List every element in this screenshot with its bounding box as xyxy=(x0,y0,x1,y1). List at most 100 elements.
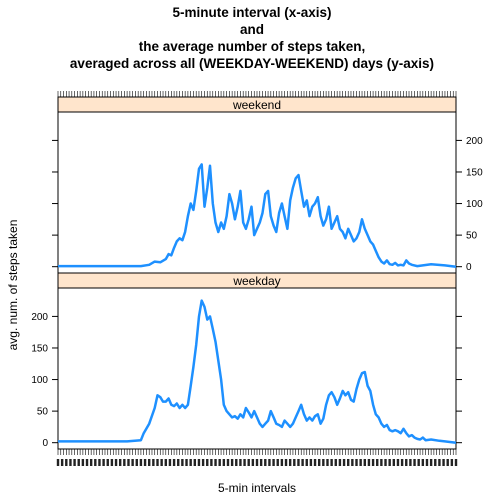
x-tick-label xyxy=(380,459,383,466)
x-tick-label xyxy=(305,459,308,466)
x-tick-label xyxy=(160,459,163,466)
weekday-y-axis: 0 50 100 150 200 xyxy=(31,312,462,449)
x-tick-label xyxy=(425,459,429,466)
x-tick-label xyxy=(351,459,354,466)
x-tick-label xyxy=(313,459,317,466)
x-tick-label xyxy=(293,459,296,466)
x-tick-label xyxy=(334,459,337,466)
y-tick-label: 100 xyxy=(31,375,48,386)
x-tick-label xyxy=(189,459,192,466)
chart-title: 5-minute interval (x-axis) and the avera… xyxy=(70,5,434,71)
title-line-3: the average number of steps taken, xyxy=(139,39,366,54)
strip-label-weekend: weekend xyxy=(232,98,281,112)
x-tick-label xyxy=(102,459,105,466)
x-tick-label xyxy=(65,459,68,466)
x-tick-label xyxy=(201,459,205,466)
x-tick-label xyxy=(94,459,97,466)
y-tick-label: 200 xyxy=(466,136,483,147)
y-tick-label: 150 xyxy=(31,343,48,354)
weekend-y-axis: 0 50 100 150 200 xyxy=(52,136,483,273)
x-tick-label xyxy=(118,459,122,466)
x-tick-label xyxy=(268,459,271,466)
x-tick-label xyxy=(239,459,242,466)
x-tick-label xyxy=(197,459,201,466)
x-tick-label xyxy=(181,459,184,466)
x-tick-label xyxy=(114,459,118,466)
x-tick-label xyxy=(210,459,213,466)
x-tick-label xyxy=(276,459,279,466)
y-tick-label: 100 xyxy=(466,199,483,210)
x-tick-label xyxy=(131,459,134,466)
plot-area-weekend xyxy=(57,111,457,274)
weekend-series-group xyxy=(58,163,457,268)
title-line-4: averaged across all (WEEKDAY-WEEKEND) da… xyxy=(70,56,434,71)
x-tick-label xyxy=(322,459,325,466)
series-line-weekday xyxy=(58,299,457,444)
x-tick-label xyxy=(301,459,304,466)
x-tick-label xyxy=(98,459,101,466)
x-tick-label xyxy=(264,459,267,466)
x-tick-label xyxy=(222,459,226,466)
x-tick-label xyxy=(347,459,350,466)
x-tick-label xyxy=(172,459,176,466)
x-tick-label xyxy=(156,459,159,466)
x-tick-label xyxy=(330,459,333,466)
x-tick-label xyxy=(454,459,458,466)
x-tick-label xyxy=(338,459,342,466)
x-tick-label xyxy=(243,459,246,466)
x-tick-label xyxy=(417,459,420,466)
x-tick-label xyxy=(326,459,329,466)
panel-weekend: weekend 0 50 100 150 200 xyxy=(52,96,483,274)
y-tick-label: 0 xyxy=(466,262,472,273)
y-tick-label: 50 xyxy=(37,407,49,418)
x-tick-label xyxy=(56,459,60,466)
x-tick-label xyxy=(152,459,155,466)
x-tick-label xyxy=(235,459,238,466)
x-tick-label xyxy=(259,459,263,466)
x-tick-label xyxy=(363,459,366,466)
x-tick-label xyxy=(177,459,180,466)
x-tick-label xyxy=(135,459,138,466)
x-tick-label xyxy=(421,459,425,466)
x-tick-label xyxy=(226,459,230,466)
x-tick-label xyxy=(168,459,172,466)
x-tick-label xyxy=(288,459,292,466)
x-tick-label xyxy=(251,459,255,466)
x-tick-label xyxy=(446,459,449,466)
y-tick-label: 150 xyxy=(466,167,483,178)
x-tick-label xyxy=(148,459,151,466)
x-axis xyxy=(56,91,458,466)
x-tick-label xyxy=(413,459,416,466)
x-tick-label xyxy=(73,459,76,466)
x-axis-label: 5-min intervals xyxy=(218,481,296,495)
x-tick-label xyxy=(272,459,275,466)
y-tick-label: 50 xyxy=(466,231,478,242)
x-tick-label xyxy=(371,459,375,466)
x-tick-label xyxy=(255,459,259,466)
x-tick-label xyxy=(367,459,371,466)
x-tick-label xyxy=(438,459,441,466)
x-tick-label xyxy=(110,459,114,466)
x-tick-label xyxy=(376,459,379,466)
x-tick-label xyxy=(247,459,250,466)
x-tick-label xyxy=(123,459,126,466)
y-axis-label: avg. num. of steps taken xyxy=(6,220,20,351)
x-tick-label xyxy=(409,459,412,466)
x-tick-label xyxy=(434,459,437,466)
x-tick-label xyxy=(359,459,362,466)
x-tick-label xyxy=(89,459,93,466)
x-tick-label xyxy=(85,459,89,466)
x-tick-label xyxy=(106,459,109,466)
x-tick-label xyxy=(230,459,234,466)
x-tick-label xyxy=(400,459,404,466)
plot-area-weekday xyxy=(57,287,457,450)
x-tick-label xyxy=(384,459,387,466)
x-tick-label xyxy=(317,459,321,466)
x-tick-label xyxy=(388,459,391,466)
x-tick-label xyxy=(442,459,445,466)
series-line-weekend xyxy=(58,163,457,268)
x-tick-label xyxy=(81,459,85,466)
x-tick-label xyxy=(284,459,288,466)
x-tick-label xyxy=(127,459,130,466)
x-tick-label xyxy=(280,459,284,466)
